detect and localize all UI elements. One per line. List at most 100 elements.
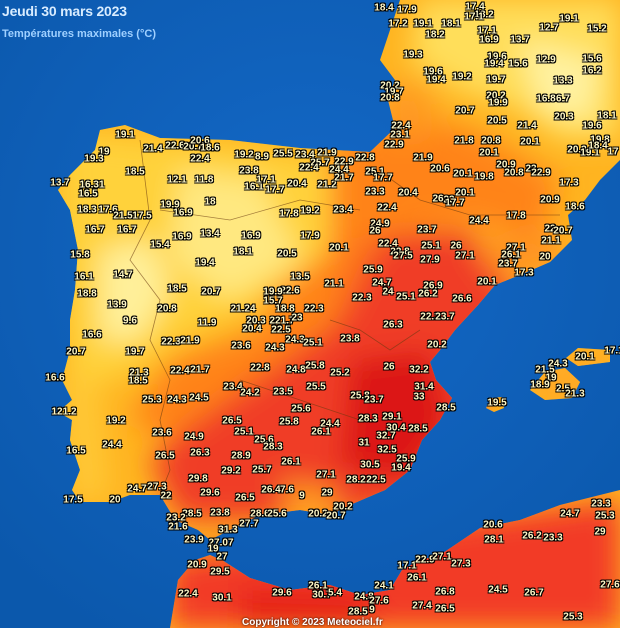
- temperature-value: 29.6: [200, 487, 220, 499]
- temperature-value: 5.4: [328, 587, 342, 599]
- temperature-value: 23.7: [417, 224, 437, 236]
- temperature-value: 27.5: [393, 250, 413, 262]
- temperature-value: 26.9: [423, 280, 443, 292]
- temperature-value: 18.4: [374, 2, 394, 14]
- temperature-value: 25.8: [350, 390, 370, 402]
- temperature-value: 26.7: [524, 587, 544, 599]
- temperature-value: 16.1: [74, 271, 94, 283]
- temperature-value: 19.4: [426, 74, 446, 86]
- map-date-title: Jeudi 30 mars 2023: [2, 3, 127, 19]
- temperature-value: 19: [545, 372, 557, 384]
- temperature-value: 22.8: [250, 362, 270, 374]
- temperature-value: 23.7: [498, 258, 518, 270]
- temperature-value: 9.6: [123, 315, 137, 327]
- temperature-value: 17.9: [397, 4, 417, 16]
- temperature-value: 24.3: [285, 334, 305, 346]
- temperature-value: 23.8: [210, 507, 230, 519]
- temperature-value: 19.6: [423, 66, 443, 78]
- temperature-value: 2.5: [556, 383, 570, 395]
- temperature-value: 19.2: [300, 205, 320, 217]
- temperature-value: 18.4: [588, 140, 608, 152]
- temperature-value: 16.6: [82, 329, 102, 341]
- temperature-value: 25.6: [291, 403, 311, 415]
- temperature-value: 25.3: [142, 394, 162, 406]
- temperature-value: 25.1: [396, 291, 416, 303]
- temperature-value: 13.3: [553, 75, 573, 87]
- temperature-value: 26: [450, 240, 462, 252]
- temperature-value: 22.4: [378, 238, 398, 250]
- temperature-value: 16.5: [66, 445, 86, 457]
- temperature-value: 9: [369, 604, 375, 616]
- temperature-value: 25.1: [234, 426, 254, 438]
- temperature-value: 18.8: [275, 303, 295, 315]
- temperature-value: 18.1: [441, 18, 461, 30]
- temperature-value: 23.8: [340, 333, 360, 345]
- temperature-value: 25.3: [595, 510, 615, 522]
- temperature-value: 23.2: [166, 512, 186, 524]
- temperature-value: 18: [204, 196, 216, 208]
- temperature-value: 26.3: [190, 447, 210, 459]
- temperature-value: 23.4: [223, 381, 243, 393]
- temperature-value: 18.6: [200, 142, 220, 154]
- temperature-value: 17.1: [464, 11, 484, 23]
- temperature-value: 23.7: [435, 311, 455, 323]
- temperature-value: 20.2: [380, 80, 400, 92]
- temperature-value: 23: [525, 163, 537, 175]
- temperature-value: 20.5: [277, 248, 297, 260]
- temperature-value: 22.5: [366, 474, 386, 486]
- temperature-value: 17.5: [132, 210, 152, 222]
- temperature-value: 20.2: [308, 508, 328, 520]
- temperature-value: 13.7: [510, 34, 530, 46]
- temperature-value: 25.1: [365, 166, 385, 178]
- temperature-value: 22.4: [391, 120, 411, 132]
- map-subtitle: Températures maximales (°C): [2, 28, 156, 40]
- temperature-value: 26.5: [155, 450, 175, 462]
- temperature-value: 15.7: [263, 295, 283, 307]
- temperature-value: 20.7: [455, 105, 475, 117]
- temperature-value: 13.4: [200, 228, 220, 240]
- temperature-value: 21.8: [454, 135, 474, 147]
- temperature-value: 24: [382, 286, 394, 298]
- temperature-value: 28.3: [263, 441, 283, 453]
- temperature-value: 21.9: [180, 335, 200, 347]
- temperature-value: 30.4: [386, 422, 406, 434]
- temperature-value: 16.7: [117, 224, 137, 236]
- temperature-value: 23.5: [273, 386, 293, 398]
- temperature-value: 7.6: [280, 484, 294, 496]
- temperature-value: 121.2: [51, 406, 77, 418]
- temperature-value: 19.9: [263, 286, 283, 298]
- temperature-value: 22.6: [280, 285, 300, 297]
- temperature-value: 27.6: [600, 579, 620, 591]
- temperature-value: 22.4: [190, 153, 210, 165]
- temperature-value: 29.1: [382, 411, 402, 423]
- temperature-value: 20.2: [486, 90, 506, 102]
- temperature-value: 20.1: [520, 136, 540, 148]
- temperature-value: 26.1: [407, 572, 427, 584]
- temperature-value: 27.1: [432, 551, 452, 563]
- temperature-value: 8.9: [255, 151, 269, 163]
- temperature-value: 19.7: [486, 74, 506, 86]
- temperature-value: 18.5: [125, 166, 145, 178]
- temperature-value: 16.1: [244, 181, 264, 193]
- temperature-value: 23: [443, 194, 455, 206]
- temperature-value: 20.8: [157, 303, 177, 315]
- temperature-value: 26: [432, 193, 444, 205]
- temperature-value: 19.1: [413, 18, 433, 30]
- temperature-value: 27.9: [420, 254, 440, 266]
- temperature-value: 26.5: [222, 415, 242, 427]
- temperature-value: 21.4: [517, 120, 537, 132]
- temperature-value: 29.2: [221, 465, 241, 477]
- temperature-value: 23.3: [591, 498, 611, 510]
- temperature-value: 19.5: [487, 397, 507, 409]
- temperature-value: 20.1: [453, 168, 473, 180]
- temperature-value: 18.5: [128, 375, 148, 387]
- temperature-value: 17.1: [604, 345, 620, 357]
- temperature-value: 16.9: [241, 230, 261, 242]
- temperature-value: 30.5: [360, 459, 380, 471]
- temperature-value: 27.4: [412, 600, 432, 612]
- temperature-value: 21.9: [317, 147, 337, 159]
- temperature-value: 17.7: [445, 197, 465, 209]
- temperature-value: 12.9: [536, 54, 556, 66]
- temperature-value: 20.3: [554, 111, 574, 123]
- temperature-value: 20.4: [398, 187, 418, 199]
